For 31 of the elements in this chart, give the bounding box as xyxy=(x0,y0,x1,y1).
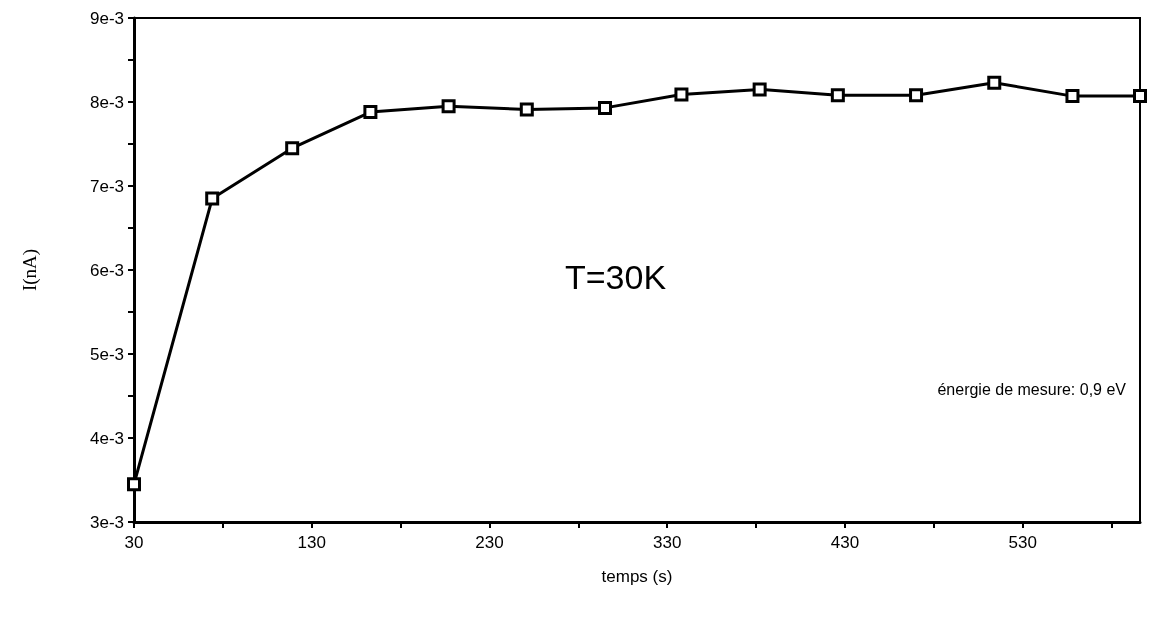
annotation: énergie de mesure: 0,9 eV xyxy=(937,380,1127,398)
point xyxy=(1133,89,1147,104)
point xyxy=(205,191,220,206)
y-tick-label: 8e-3 xyxy=(89,92,124,112)
annotation: T=30K xyxy=(565,258,667,296)
y-tick-label: 7e-3 xyxy=(89,176,124,196)
x-tick-label: 330 xyxy=(653,533,682,552)
y-tick-label: 6e-3 xyxy=(89,260,124,280)
x-tick-label: 530 xyxy=(1008,533,1037,552)
point xyxy=(519,102,534,117)
x-tick-label: 230 xyxy=(475,533,504,552)
x-tick-label: 130 xyxy=(297,533,326,552)
x-axis-title: temps (s) xyxy=(601,567,673,586)
y-tick-label: 4e-3 xyxy=(89,428,124,448)
point xyxy=(441,99,456,114)
y-tick-label: 5e-3 xyxy=(89,344,124,364)
point xyxy=(987,75,1002,90)
x-tick-label: 430 xyxy=(830,533,860,552)
point xyxy=(363,105,378,120)
x-tick-label: 30 xyxy=(124,533,144,552)
point xyxy=(285,141,300,156)
point xyxy=(1065,89,1080,104)
point xyxy=(674,87,689,102)
point xyxy=(127,477,141,492)
point xyxy=(909,88,924,103)
point xyxy=(598,100,613,115)
y-tick-label: 9e-3 xyxy=(89,8,124,28)
y-axis-title: I(nA) xyxy=(19,248,41,292)
point xyxy=(752,82,767,97)
y-tick-label: 3e-3 xyxy=(89,512,124,532)
point xyxy=(830,88,845,103)
